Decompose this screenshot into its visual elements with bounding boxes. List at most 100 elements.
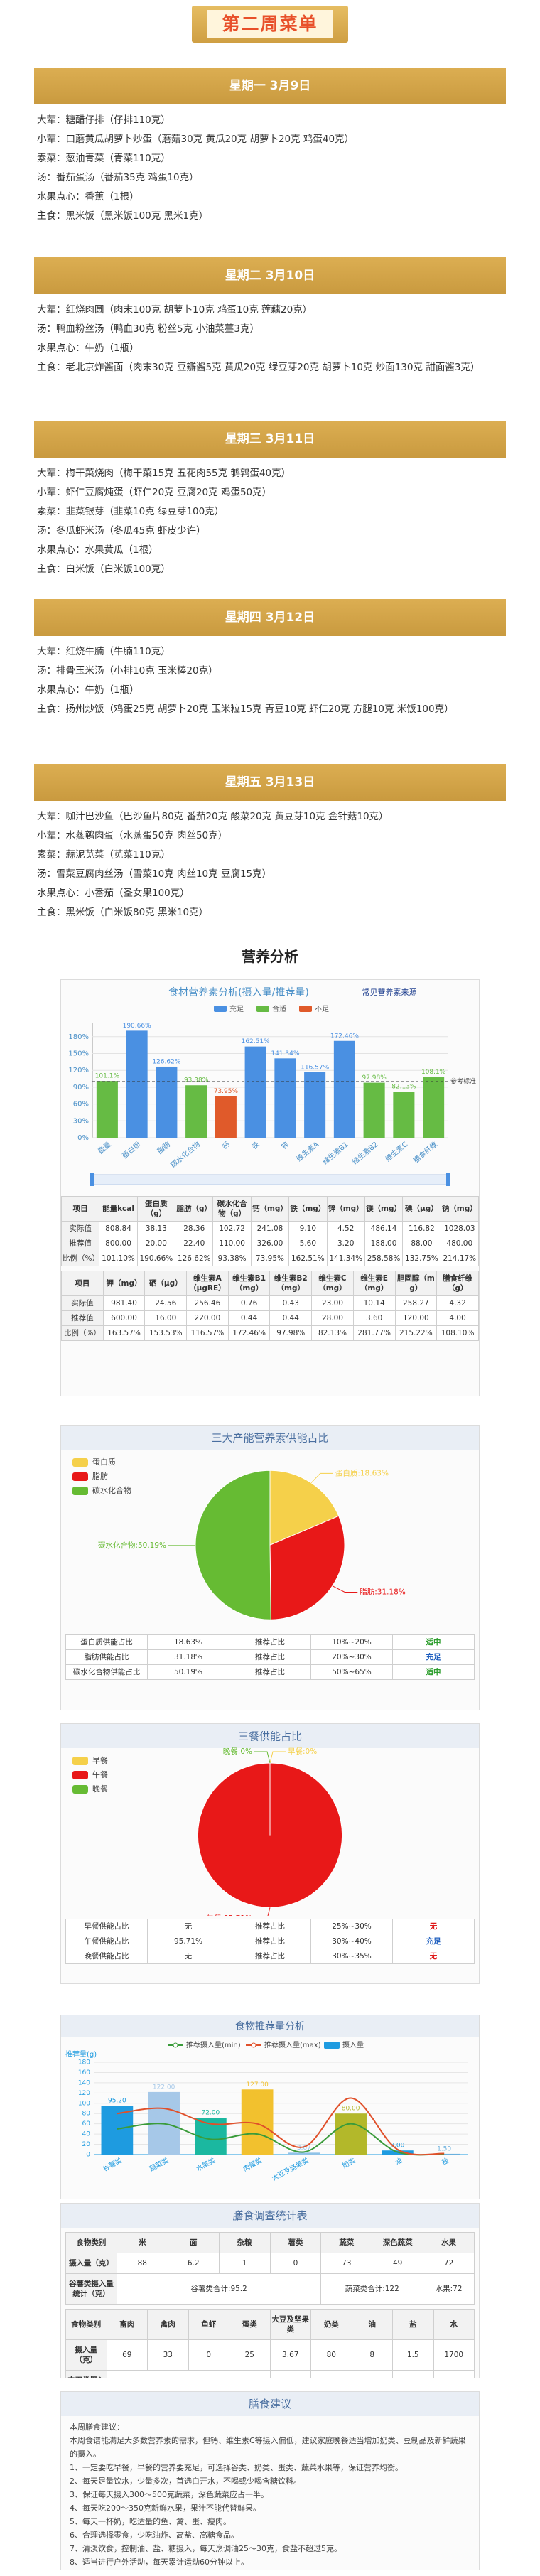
table-cell: 188.00	[364, 1236, 404, 1251]
legend-label: 晚餐	[92, 1784, 108, 1794]
table-cell: 4.32	[436, 1295, 479, 1311]
table-cell: 水果	[423, 2232, 475, 2253]
table-cell: 推荐占比	[229, 1649, 311, 1665]
table-cell: 220.00	[186, 1310, 229, 1326]
table-cell: 214.17%	[440, 1251, 479, 1266]
table-row: 实际值 808.84 38.13 28.36 102.72 241.08 9.10 4.52 4…	[61, 1221, 479, 1236]
table-cell: 油	[351, 2309, 393, 2340]
menu-item: 大荤：红烧肉圆（肉末100克 胡萝卜10克 鸡蛋10克 莲藕20克）	[37, 304, 313, 316]
title-band	[61, 1426, 479, 1450]
title-band	[61, 1724, 479, 1748]
bar	[428, 2153, 460, 2155]
day: 星期三 3月11日 大荤：梅干菜烧肉（梅干菜15克 五花肉55克 鹌鹑蛋40克） 小…	[34, 421, 506, 579]
table-cell: 米	[116, 2232, 168, 2253]
bar	[156, 1066, 178, 1138]
table-cell: 奶类:80	[310, 2370, 352, 2378]
table-cell: 蛋白质（g）	[136, 1196, 176, 1222]
y-tick-label: 40	[82, 2131, 91, 2138]
table-cell: 30%~40%	[310, 1934, 393, 1949]
table-cell: 薯类	[269, 2232, 322, 2253]
menu-item: 大荤：梅干菜烧肉（梅干菜15克 五花肉55克 鹌鹑蛋40克）	[37, 468, 291, 479]
day-items: 大荤：红烧牛腩（牛腩110克） 汤：排骨玉米汤（小排10克 玉米棒20克） 水果点心…	[34, 636, 506, 719]
table-cell: 73.95%	[250, 1251, 290, 1266]
title-band	[61, 2015, 479, 2037]
table-cell: 肉蛋类摄入量统计（克）	[65, 2370, 107, 2378]
table-cell: 38.13	[136, 1221, 176, 1236]
advice-text: 本周膳食建议： 本周食谱能满足大多数营养素的需求，但钙、维生素C等摄入偏低，建议家…	[61, 2416, 479, 2570]
table-cell: 162.51%	[288, 1251, 328, 1266]
label-line	[254, 1907, 271, 1919]
menu-item: 汤：鸭血粉丝汤（鸭血30克 粉丝5克 小油菜薹3克）	[37, 323, 259, 335]
menu-item: 汤：排骨玉米汤（小排10克 玉米棒20克）	[37, 665, 218, 677]
pie-slice	[269, 1470, 340, 1546]
table: 项目 能量kcal 蛋白质（g） 脂肪（g） 碳水化合物（g） 钙（mg） 铁（mg） 锌（m…	[61, 1196, 479, 1266]
pie-slice	[195, 1470, 271, 1620]
table-cell: 80	[310, 2339, 352, 2371]
advice-paragraph: 6、合理选择零食，少吃油炸、高盐、高糖食品。	[70, 2531, 239, 2540]
slice-label: 午餐:95.71%	[206, 1914, 252, 1916]
legend-label: 不足	[315, 1005, 329, 1013]
advice-paragraph: 5、每天一杯奶，吃适量的鱼、禽、蛋、瘦肉。	[70, 2517, 231, 2526]
chart-title: 三餐供能占比	[238, 1730, 302, 1743]
menu-item: 小荤：水蒸鹌肉蛋（水蒸蛋50克 肉丝50克）	[37, 830, 228, 841]
legend-label: 合适	[272, 1004, 286, 1013]
table-cell: 97.98%	[269, 1325, 313, 1341]
nutrient-tables: 项目 能量kcal 蛋白质（g） 脂肪（g） 碳水化合物（g） 钙（mg） 铁（mg） 锌（m…	[61, 1196, 479, 1341]
table-cell: 120.00	[394, 1310, 438, 1326]
table-cell: 大豆及坚果:3.67	[269, 2370, 311, 2378]
advice-paragraph: 本周膳食建议：	[70, 2423, 124, 2432]
x-tick-label: 脂肪	[156, 1140, 173, 1156]
menu-item: 素菜：韭菜银芽（韭菜10克 绿豆芽100克）	[37, 506, 225, 517]
x-tick-label: 水果类	[195, 2156, 217, 2173]
menu-item: 水果点心：香蕉（1根）	[37, 191, 139, 203]
reference-label: 参考标准	[450, 1077, 476, 1086]
table-cell: 49	[372, 2253, 424, 2274]
x-tick-label: 碳水化合物	[168, 1140, 202, 1170]
bar	[333, 1040, 355, 1138]
table-cell: 推荐占比	[229, 1664, 311, 1680]
table-cell: 116.82	[402, 1221, 441, 1236]
legend-swatch	[72, 1771, 88, 1779]
table-cell: 30%~35%	[310, 1949, 393, 1964]
day-title: 星期四 3月12日	[34, 599, 506, 636]
table-cell: 281.77%	[352, 1325, 396, 1341]
y-tick-label: 0%	[77, 1134, 89, 1142]
table-row: 项目 能量kcal 蛋白质（g） 脂肪（g） 碳水化合物（g） 钙（mg） 铁（mg） 锌（m…	[61, 1196, 479, 1222]
food-card: 食物推荐量分析 推荐摄入量(min) 推荐摄入量(max) 摄入量 推荐量(g) 0 20 4…	[60, 2015, 480, 2199]
table-row: 蛋白质供能占比 18.63% 推荐占比 10%~20% 适中	[65, 1634, 475, 1650]
table-cell: 93.38%	[212, 1251, 252, 1266]
table-cell: 项目	[61, 1271, 104, 1296]
table-cell: 碳水化合物供能占比	[65, 1664, 148, 1680]
legend-label: 蛋白质	[92, 1457, 116, 1467]
x-tick-label: 蛋白质	[120, 1140, 142, 1160]
y-tick-label: 120	[78, 2090, 90, 2097]
table: 食物类别米面杂粮 薯类 蔬菜 深色蔬菜 水果 摄入量（克） 88 6.2 1 0 73 49 72 谷薯类…	[65, 2232, 475, 2305]
menu-item: 主食：扬州炒饭（鸡蛋25克 胡萝卜20克 玉米粒15克 青豆10克 虾仁20克 …	[37, 704, 454, 715]
bar	[244, 1046, 266, 1138]
table-cell: 摄入量（克）	[65, 2253, 117, 2274]
line	[117, 2097, 445, 2156]
table-cell: 1028.03	[440, 1221, 479, 1236]
menu-item: 水果点心：水果黄瓜（1根）	[37, 544, 158, 556]
table-cell: 钙（mg）	[250, 1196, 290, 1222]
menu-item: 小荤：虾仁豆腐炖蛋（虾仁20克 豆腐20克 鸡蛋50克）	[37, 487, 272, 498]
banner: 第二周菜单	[192, 6, 348, 43]
table-cell: 163.57%	[102, 1325, 146, 1341]
legend-label: 充足	[230, 1004, 244, 1013]
table-cell: 23.00	[311, 1295, 354, 1311]
value-label: 172.46%	[330, 1033, 359, 1040]
table-cell: 258.58%	[364, 1251, 404, 1266]
table-row: 碳水化合物供能占比 50.19% 推荐占比 50%~65% 适中	[65, 1664, 475, 1680]
pie-slice	[197, 1762, 343, 1908]
table-cell: 维生素B2（mg）	[269, 1271, 313, 1296]
table-cell: 9.10	[288, 1221, 328, 1236]
status-cell: 无	[392, 1919, 475, 1934]
table-cell: 项目	[61, 1196, 100, 1222]
table-cell: 25%~30%	[310, 1919, 393, 1934]
table-cell: 3.20	[326, 1236, 365, 1251]
table-cell: 锌（mg）	[326, 1196, 365, 1222]
value-label: 73.95%	[214, 1088, 239, 1095]
label-line	[310, 1472, 333, 1484]
value-label: 95.20	[108, 2098, 126, 2105]
